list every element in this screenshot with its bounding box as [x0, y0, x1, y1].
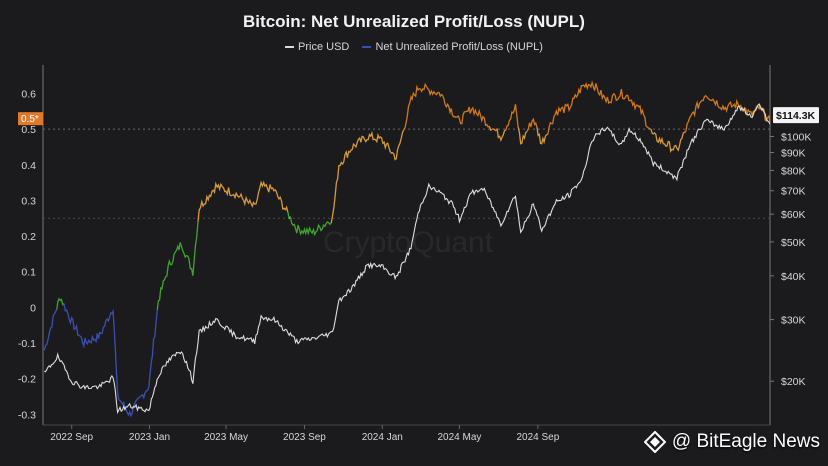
- nupl-line-segment-18: [536, 127, 548, 145]
- diamond-logo-icon: [643, 431, 666, 453]
- legend: Price USD Net Unrealized Profit/Loss (NU…: [0, 41, 828, 53]
- nupl-line-segment-15: [505, 104, 519, 131]
- nupl-line-segment-9: [403, 82, 490, 131]
- chart-title: Bitcoin: Net Unrealized Profit/Loss (NUP…: [243, 12, 585, 31]
- nupl-line-segment-19: [547, 80, 652, 135]
- y-left-tick-label-5: 0.1: [21, 267, 36, 279]
- x-tick-label-6: 2024 Sep: [516, 432, 559, 443]
- y-left-tick-label-9: -0.3: [18, 409, 36, 421]
- legend-label-nupl: Net Unrealized Profit/Loss (NUPL): [375, 41, 543, 53]
- price-label-bg: [773, 107, 819, 124]
- x-tick-label-0: 2022 Sep: [50, 432, 93, 443]
- x-tick-label-3: 2023 Sep: [283, 432, 326, 443]
- y-right-tick-label-2: $80K: [781, 165, 806, 177]
- price-label: $114.3K: [776, 110, 816, 122]
- nupl-line-segment-10: [488, 126, 493, 131]
- y-right-tick-label-6: $40K: [781, 271, 806, 283]
- nupl-line-segment-11: [491, 128, 494, 131]
- x-tick-label-5: 2024 May: [437, 432, 481, 443]
- y-left-tick-label-3: 0.3: [21, 195, 36, 207]
- brand-badge: @ BitEagle News: [643, 431, 820, 453]
- nupl-line-segment-5: [287, 212, 290, 220]
- y-left-tick-label-7: -0.1: [18, 338, 36, 350]
- nupl-line-segment-7: [289, 216, 332, 237]
- y-left-tick-label-4: 0.2: [21, 231, 36, 243]
- nupl-line-segment-3: [156, 221, 199, 311]
- y-left-tick-label-0: 0.6: [21, 89, 36, 101]
- y-right-tick-label-7: $30K: [781, 315, 806, 327]
- nupl-line-segment-16: [517, 126, 528, 145]
- nupl-line-segment-20: [650, 128, 687, 154]
- x-tick-label-1: 2023 Jan: [129, 432, 170, 443]
- nupl-line-segment-8: [330, 129, 405, 224]
- y-right-tick-label-8: $20K: [781, 376, 806, 388]
- nupl-line-segment-17: [526, 117, 538, 132]
- brand-text: @ BitEagle News: [671, 431, 820, 452]
- nupl-line-segment-2: [63, 303, 158, 418]
- legend-item-nupl[interactable]: Net Unrealized Profit/Loss (NUPL): [362, 41, 543, 53]
- price-line: [44, 103, 771, 415]
- legend-item-price[interactable]: Price USD: [285, 41, 349, 53]
- y-right-tick-label-5: $50K: [781, 237, 806, 249]
- y-right-tick-label-3: $70K: [781, 186, 806, 198]
- reference-label-0: 0.5*: [21, 114, 39, 125]
- legend-swatch-nupl: [362, 46, 372, 49]
- legend-swatch-price: [285, 46, 295, 49]
- y-left-tick-label-6: 0: [30, 302, 36, 314]
- x-tick-label-4: 2024 Jan: [362, 432, 403, 443]
- y-right-tick-label-4: $60K: [781, 209, 806, 221]
- y-right-tick-label-0: $100K: [781, 131, 811, 143]
- legend-label-price: Price USD: [298, 41, 350, 53]
- nupl-line-segment-4: [197, 180, 289, 222]
- nupl-line-segment-0: [43, 309, 58, 351]
- reference-label-bg-0: [18, 112, 43, 126]
- y-left-tick-label-8: -0.2: [18, 374, 36, 386]
- x-tick-label-2: 2023 May: [204, 432, 248, 443]
- nupl-line-segment-14: [496, 128, 507, 142]
- y-left-tick-label-1: 0.5: [21, 124, 36, 136]
- nupl-line-segment-1: [56, 297, 65, 310]
- y-left-tick-label-2: 0.4: [21, 160, 36, 172]
- nupl-line-segment-21: [685, 94, 771, 132]
- y-right-tick-label-1: $90K: [781, 148, 806, 160]
